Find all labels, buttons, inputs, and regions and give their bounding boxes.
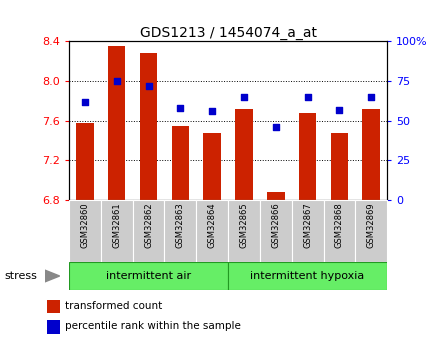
Bar — [133, 200, 165, 262]
Point — [81, 99, 89, 105]
Bar — [47, 320, 61, 334]
Point — [177, 105, 184, 111]
Point — [240, 94, 247, 100]
Bar — [260, 200, 292, 262]
Bar — [363, 109, 380, 200]
Text: GSM32863: GSM32863 — [176, 202, 185, 248]
Text: GSM32865: GSM32865 — [239, 202, 248, 248]
Bar — [69, 200, 101, 262]
Bar — [355, 200, 387, 262]
Bar — [165, 200, 196, 262]
Bar — [76, 123, 93, 200]
Text: stress: stress — [4, 271, 37, 281]
Bar — [172, 126, 189, 200]
Bar — [108, 46, 125, 200]
Bar — [69, 262, 228, 290]
Point — [304, 94, 311, 100]
Polygon shape — [44, 270, 60, 282]
Text: GSM32861: GSM32861 — [112, 202, 121, 248]
Point — [368, 94, 375, 100]
Bar — [292, 200, 324, 262]
Bar — [196, 200, 228, 262]
Text: GSM32868: GSM32868 — [335, 202, 344, 248]
Bar — [101, 200, 133, 262]
Bar — [235, 109, 253, 200]
Bar — [228, 200, 260, 262]
Bar — [228, 262, 387, 290]
Bar — [267, 192, 284, 200]
Point — [145, 83, 152, 89]
Bar — [331, 132, 348, 200]
Point — [336, 107, 343, 112]
Point — [113, 78, 120, 84]
Bar — [299, 113, 316, 200]
Title: GDS1213 / 1454074_a_at: GDS1213 / 1454074_a_at — [140, 26, 316, 40]
Text: GSM32860: GSM32860 — [81, 202, 89, 248]
Text: percentile rank within the sample: percentile rank within the sample — [65, 321, 241, 331]
Text: transformed count: transformed count — [65, 301, 163, 311]
Text: GSM32864: GSM32864 — [208, 202, 217, 248]
Bar — [324, 200, 355, 262]
Text: GSM32867: GSM32867 — [303, 202, 312, 248]
Point — [209, 108, 216, 114]
Text: GSM32869: GSM32869 — [367, 202, 376, 248]
Bar — [140, 53, 157, 200]
Text: GSM32862: GSM32862 — [144, 202, 153, 248]
Bar — [203, 132, 221, 200]
Text: intermittent air: intermittent air — [106, 271, 191, 281]
Text: intermittent hypoxia: intermittent hypoxia — [251, 271, 365, 281]
Text: GSM32866: GSM32866 — [271, 202, 280, 248]
Bar — [47, 300, 61, 313]
Point — [272, 124, 279, 130]
